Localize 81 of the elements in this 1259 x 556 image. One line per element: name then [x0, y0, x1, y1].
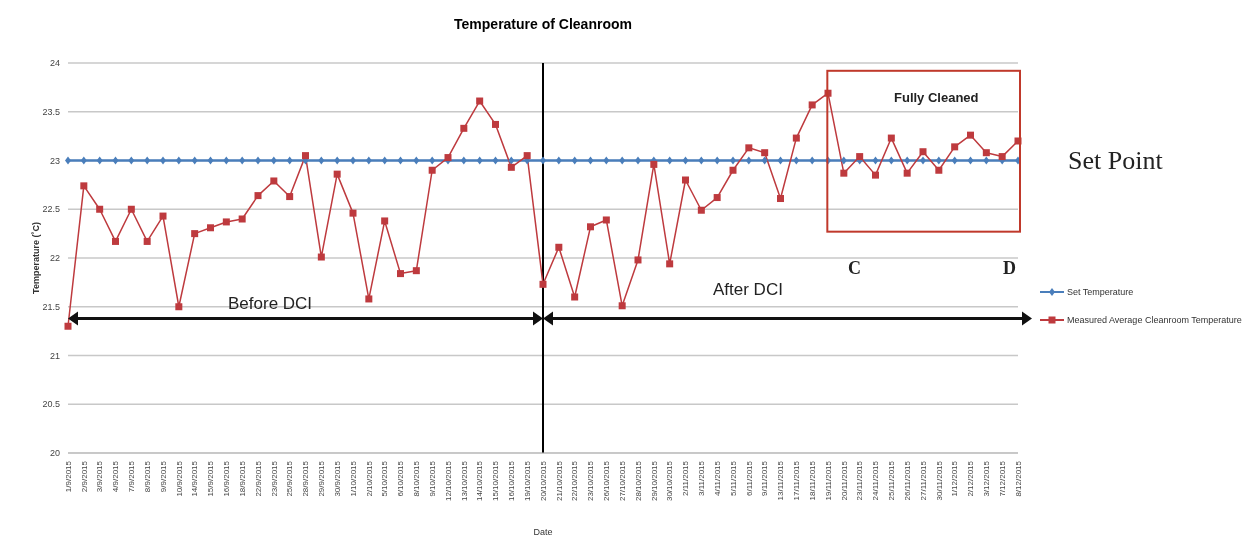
x-tick-label: 13/11/2015 — [776, 460, 786, 501]
y-tick-label: 21.5 — [42, 301, 60, 312]
x-tick-label: 22/10/2015 — [570, 460, 580, 502]
x-tick-label: 27/11/2015 — [918, 460, 928, 501]
annotation: D — [1003, 258, 1016, 279]
x-tick-label: 18/11/2015 — [807, 460, 817, 501]
x-tick-label: 17/11/2015 — [792, 460, 802, 501]
text: Set Point — [1068, 146, 1163, 176]
x-tick-label: 5/11/2015 — [728, 460, 738, 496]
x-axis-title: Date — [533, 527, 553, 537]
x-tick-label: 23/11/2015 — [855, 460, 865, 501]
x-tick-label: 1/10/2015 — [348, 460, 358, 497]
x-tick-label: 6/10/2015 — [396, 460, 406, 497]
annotation: C — [848, 258, 861, 279]
x-tick-label: 3/9/2015 — [95, 460, 105, 493]
x-tick-label: 26/11/2015 — [902, 460, 912, 501]
x-tick-label: 27/10/2015 — [617, 460, 627, 502]
x-tick-label: 2/12/2015 — [966, 460, 976, 497]
x-tick-label: 26/10/2015 — [602, 460, 612, 502]
x-tick-label: 16/10/2015 — [507, 460, 517, 502]
x-tick-label: 16/9/2015 — [222, 460, 232, 497]
y-tick-label: 23 — [49, 155, 60, 166]
chart-title: Temperature of Cleanroom — [453, 16, 633, 32]
x-tick-label: 14/9/2015 — [190, 460, 200, 497]
y-tick-label: 21 — [49, 350, 60, 361]
x-tick-label: 2/9/2015 — [79, 460, 89, 493]
y-tick-label: 20 — [49, 448, 60, 459]
x-tick-label: 30/9/2015 — [332, 460, 342, 497]
x-tick-label: 28/10/2015 — [633, 460, 643, 502]
x-tick-label: 29/9/2015 — [317, 460, 327, 497]
x-tick-label: 24/11/2015 — [871, 460, 881, 501]
x-tick-label: 28/9/2015 — [301, 460, 311, 497]
x-tick-label: 8/12/2015 — [1013, 460, 1023, 497]
x-tick-label: 19/11/2015 — [823, 460, 833, 501]
legend-label: Measured Average Cleanroom Temperature — [1067, 315, 1242, 325]
x-tick-label: 23/9/2015 — [269, 460, 279, 497]
annotation: Before DCI — [228, 294, 313, 314]
legend-label: Set Temperature — [1067, 287, 1134, 297]
x-tick-label: 9/10/2015 — [427, 460, 437, 497]
x-tick-label: 20/11/2015 — [839, 460, 849, 501]
x-tick-label: 22/9/2015 — [253, 460, 263, 497]
x-tick-label: 30/10/2015 — [665, 460, 675, 502]
x-tick-label: 18/9/2015 — [237, 460, 247, 497]
x-tick-label: 20/10/2015 — [538, 460, 548, 502]
x-tick-label: 25/9/2015 — [285, 460, 295, 497]
x-tick-label: 7/12/2015 — [997, 460, 1007, 497]
annotation: Fully Cleaned — [894, 90, 979, 105]
x-tick-label: 13/10/2015 — [459, 460, 469, 502]
x-tick-label: 1/9/2015 — [63, 460, 73, 493]
x-tick-label: 7/9/2015 — [127, 460, 137, 493]
x-tick-label: 15/10/2015 — [491, 460, 501, 502]
y-tick-label: 22.5 — [42, 204, 60, 215]
x-tick-label: 23/10/2015 — [586, 460, 596, 502]
x-tick-label: 5/10/2015 — [380, 460, 390, 497]
x-tick-label: 2/11/2015 — [681, 460, 691, 496]
y-tick-label: 24 — [49, 58, 60, 69]
y-tick-label: 22 — [49, 253, 60, 264]
x-tick-label: 1/12/2015 — [950, 460, 960, 497]
y-axis-title: Temperature (˚C) — [31, 222, 42, 294]
x-tick-label: 30/11/2015 — [934, 460, 944, 501]
x-tick-label: 2/10/2015 — [364, 460, 374, 497]
x-tick-label: 3/11/2015 — [697, 460, 707, 496]
x-tick-label: 10/9/2015 — [174, 460, 184, 497]
x-tick-label: 9/11/2015 — [760, 460, 770, 496]
annotation: After DCI — [713, 280, 783, 300]
x-tick-label: 25/11/2015 — [887, 460, 897, 501]
x-tick-label: 21/10/2015 — [554, 460, 564, 502]
x-tick-label: 9/9/2015 — [158, 460, 168, 493]
x-tick-label: 8/9/2015 — [142, 460, 152, 493]
x-tick-label: 15/9/2015 — [206, 460, 216, 497]
x-tick-label: 19/10/2015 — [522, 460, 532, 502]
x-tick-label: 29/10/2015 — [649, 460, 659, 502]
x-tick-label: 6/11/2015 — [744, 460, 754, 496]
x-tick-label: 4/11/2015 — [712, 460, 722, 496]
x-tick-label: 14/10/2015 — [475, 460, 485, 502]
y-tick-label: 23.5 — [42, 106, 60, 117]
x-tick-label: 3/12/2015 — [982, 460, 992, 497]
y-tick-label: 20.5 — [42, 399, 60, 410]
x-tick-label: 12/10/2015 — [443, 460, 453, 502]
x-tick-label: 8/10/2015 — [412, 460, 422, 497]
x-tick-label: 4/9/2015 — [111, 460, 121, 493]
